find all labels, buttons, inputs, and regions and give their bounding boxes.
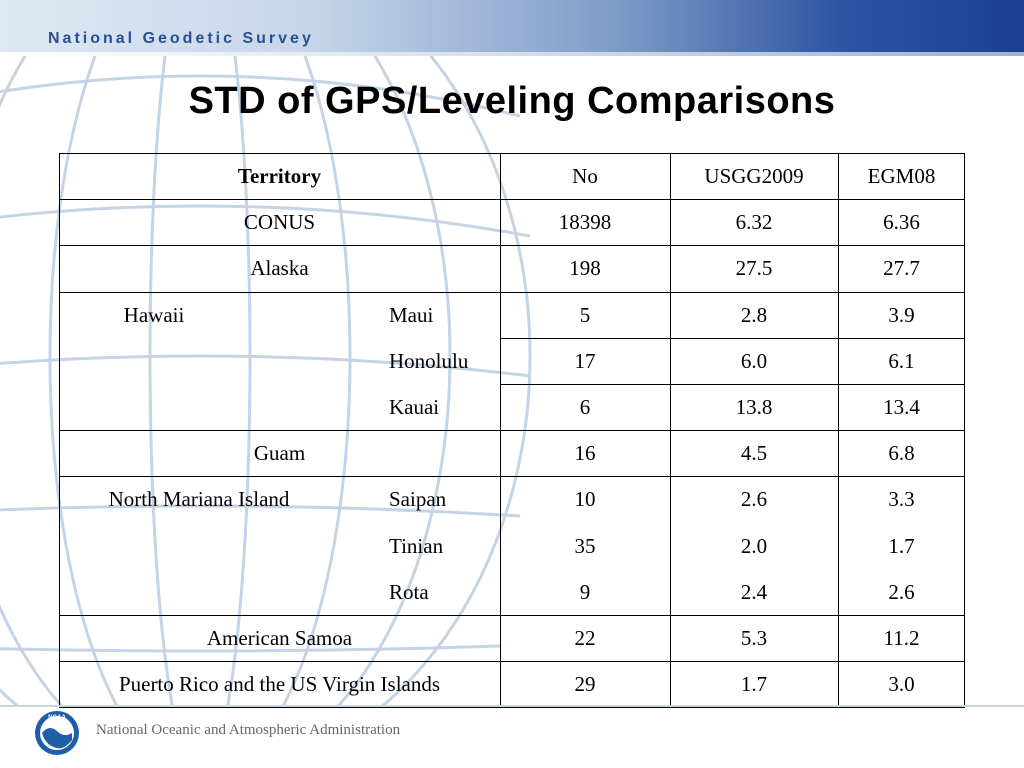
agency-name: National Geodetic Survey xyxy=(48,30,314,47)
sub-territory-cell: Kauai xyxy=(389,395,440,419)
no-cell: 9 xyxy=(579,580,591,604)
usgg2009-cell: 2.4 xyxy=(740,580,768,604)
table-hline xyxy=(59,476,965,477)
no-cell: 198 xyxy=(569,256,601,280)
comparison-table: Territory No USGG2009 EGM08 CONUS 18398 6.… xyxy=(59,153,965,708)
usgg2009-cell: 1.7 xyxy=(740,672,768,696)
table-hline xyxy=(59,153,965,154)
no-cell: 5 xyxy=(579,303,591,327)
header-usgg2009: USGG2009 xyxy=(704,164,804,188)
usgg2009-cell: 2.6 xyxy=(740,487,768,511)
no-cell: 16 xyxy=(574,441,596,465)
territory-cell: North Mariana Island xyxy=(108,487,290,511)
sub-territory-cell: Saipan xyxy=(389,487,447,511)
sub-territory-cell: Tinian xyxy=(389,534,444,558)
no-cell: 18398 xyxy=(558,210,612,234)
territory-cell: CONUS xyxy=(243,210,316,234)
header-territory: Territory xyxy=(237,164,322,188)
usgg2009-cell: 13.8 xyxy=(735,395,773,419)
sub-territory-cell: Maui xyxy=(389,303,434,327)
no-cell: 10 xyxy=(574,487,596,511)
table-hline xyxy=(59,245,965,246)
territory-cell: Alaska xyxy=(250,256,309,280)
logo-lettering: NOAA xyxy=(48,715,66,721)
territory-cell: Guam xyxy=(253,441,306,465)
egm08-cell: 13.4 xyxy=(883,395,920,419)
no-cell: 35 xyxy=(574,534,596,558)
territory-cell: American Samoa xyxy=(206,626,353,650)
header-banner-edge xyxy=(0,52,1024,56)
territory-cell xyxy=(59,523,369,569)
no-cell: 29 xyxy=(574,672,596,696)
egm08-cell: 3.9 xyxy=(888,303,915,327)
no-cell: 22 xyxy=(574,626,596,650)
usgg2009-cell: 6.32 xyxy=(735,210,773,234)
usgg2009-cell: 27.5 xyxy=(735,256,773,280)
slide-title: STD of GPS/Leveling Comparisons xyxy=(188,80,836,122)
egm08-cell: 27.7 xyxy=(883,256,920,280)
table-hline xyxy=(59,707,965,708)
no-cell: 6 xyxy=(579,395,591,419)
egm08-cell: 6.1 xyxy=(888,349,915,373)
table-hline xyxy=(500,338,965,339)
usgg2009-cell: 6.0 xyxy=(740,349,768,373)
usgg2009-cell: 4.5 xyxy=(740,441,768,465)
territory-cell: Hawaii xyxy=(123,303,185,327)
usgg2009-cell: 2.0 xyxy=(740,534,768,558)
usgg2009-cell: 5.3 xyxy=(740,626,768,650)
footer-divider xyxy=(0,705,1024,707)
footer-organization: National Oceanic and Atmospheric Adminis… xyxy=(96,722,401,738)
egm08-cell: 6.8 xyxy=(888,441,915,465)
territory-cell xyxy=(59,384,369,430)
egm08-cell: 2.6 xyxy=(888,580,915,604)
no-cell: 17 xyxy=(574,349,596,373)
header-banner: National Geodetic Survey xyxy=(0,0,1024,56)
header-no: No xyxy=(572,164,598,188)
usgg2009-cell: 2.8 xyxy=(740,303,768,327)
table-hline xyxy=(59,292,965,293)
territory-cell: Puerto Rico and the US Virgin Islands xyxy=(118,672,441,696)
table-hline xyxy=(59,430,965,431)
egm08-cell: 3.3 xyxy=(888,487,915,511)
globe-watermark xyxy=(0,56,532,706)
egm08-cell: 3.0 xyxy=(888,672,915,696)
egm08-cell: 6.36 xyxy=(883,210,920,234)
egm08-cell: 11.2 xyxy=(883,626,920,650)
table-hline xyxy=(500,384,965,385)
table-hline xyxy=(59,199,965,200)
sub-territory-cell: Rota xyxy=(389,580,429,604)
table-hline xyxy=(59,661,965,662)
sub-territory-cell: Honolulu xyxy=(389,349,469,373)
table-hline xyxy=(59,615,965,616)
egm08-cell: 1.7 xyxy=(888,534,915,558)
header-egm08: EGM08 xyxy=(867,164,936,188)
territory-cell xyxy=(59,338,369,384)
territory-cell xyxy=(59,569,369,615)
noaa-logo-icon: NOAA xyxy=(35,711,79,755)
